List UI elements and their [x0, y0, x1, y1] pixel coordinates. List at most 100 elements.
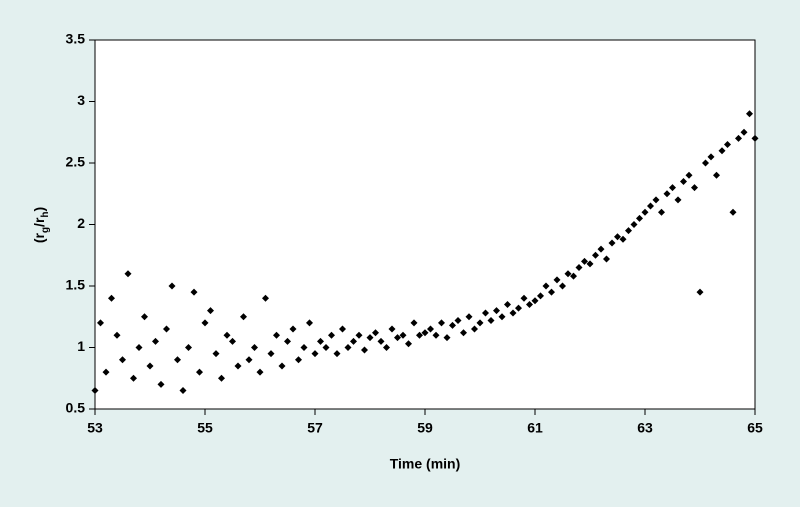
point	[498, 313, 506, 321]
point	[482, 309, 489, 317]
point	[157, 380, 165, 388]
x-tick-label: 65	[747, 420, 763, 436]
point	[674, 196, 682, 204]
point	[559, 282, 566, 290]
point	[696, 288, 704, 296]
point	[553, 276, 561, 284]
point	[669, 184, 676, 192]
point	[97, 319, 104, 327]
y-label-part: (r	[31, 233, 47, 244]
point	[647, 202, 654, 210]
point	[119, 356, 126, 364]
point	[163, 325, 170, 333]
point	[273, 331, 280, 339]
point	[179, 387, 187, 395]
point	[592, 251, 599, 259]
point	[350, 337, 357, 345]
y-label-sub: h	[40, 211, 51, 217]
point	[201, 319, 209, 327]
point	[619, 235, 627, 243]
point	[108, 294, 115, 302]
point	[460, 329, 467, 337]
point	[124, 270, 132, 278]
point	[399, 331, 407, 339]
point	[339, 325, 346, 333]
y-tick-label: 3	[77, 92, 85, 108]
point	[597, 245, 605, 253]
point	[295, 356, 302, 364]
y-label-part: /r	[31, 217, 47, 227]
point	[713, 171, 720, 179]
point	[724, 141, 731, 149]
point	[537, 292, 544, 300]
point	[344, 344, 352, 351]
y-tick-label: 3.5	[66, 31, 86, 47]
point	[476, 319, 484, 327]
point	[218, 374, 225, 382]
y-axis-label: (rg/rh)	[31, 207, 51, 243]
point	[454, 316, 462, 324]
point	[256, 368, 264, 376]
point	[317, 337, 324, 345]
x-tick-label: 59	[417, 420, 433, 436]
point	[707, 153, 715, 161]
point	[471, 325, 478, 333]
point	[443, 334, 451, 342]
point	[625, 227, 632, 235]
point	[135, 344, 143, 351]
y-tick-label: 2	[77, 215, 85, 231]
point	[702, 159, 709, 167]
point	[608, 239, 616, 247]
point	[663, 190, 671, 198]
point	[322, 344, 330, 351]
point	[652, 196, 660, 204]
point	[207, 307, 214, 315]
point	[240, 313, 247, 321]
point	[509, 309, 517, 317]
point	[691, 184, 698, 192]
point	[267, 350, 275, 358]
point	[751, 134, 759, 142]
point	[234, 362, 242, 370]
point	[405, 340, 412, 348]
point	[383, 344, 390, 351]
y-label-sub: g	[40, 227, 51, 233]
point	[372, 329, 379, 337]
point	[284, 337, 291, 345]
point	[531, 297, 539, 305]
x-tick-label: 61	[527, 420, 543, 436]
point	[493, 307, 500, 315]
point	[575, 264, 583, 272]
point	[680, 177, 687, 185]
point	[641, 208, 649, 216]
point	[548, 288, 555, 296]
point	[718, 147, 726, 155]
point	[740, 128, 748, 136]
y-tick-label: 1.5	[66, 277, 86, 293]
point	[515, 304, 522, 312]
x-tick-label: 55	[197, 420, 213, 436]
point	[174, 356, 181, 364]
point	[245, 356, 253, 364]
y-tick-label: 1	[77, 338, 85, 354]
point	[603, 255, 610, 263]
point	[465, 313, 473, 321]
x-tick-label: 63	[637, 420, 653, 436]
point	[251, 344, 258, 351]
point	[586, 260, 594, 268]
x-tick-label: 57	[307, 420, 323, 436]
point	[146, 362, 154, 370]
point	[388, 325, 396, 333]
point	[102, 368, 110, 376]
point	[311, 350, 319, 358]
point	[361, 346, 368, 354]
point	[427, 325, 434, 333]
point	[526, 300, 533, 308]
point	[278, 362, 286, 370]
point	[306, 319, 313, 327]
point	[438, 319, 445, 327]
point	[410, 319, 418, 327]
point	[504, 300, 511, 308]
point	[168, 282, 176, 290]
